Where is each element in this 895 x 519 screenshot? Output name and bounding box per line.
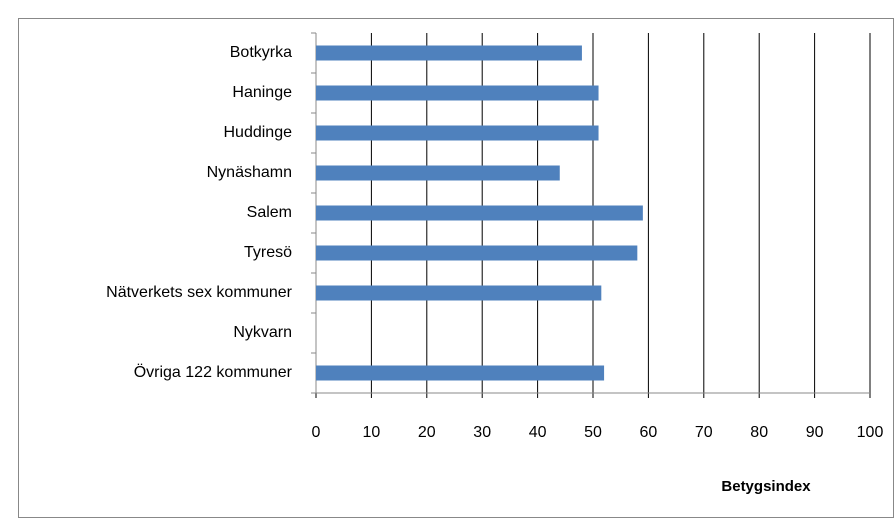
y-tick-label: Huddinge [224, 124, 293, 141]
x-axis-label: Betygsindex [721, 478, 811, 495]
y-tick-label: Haninge [232, 84, 292, 101]
x-tick-label: 0 [312, 424, 321, 441]
y-tick-label: Nätverkets sex kommuner [106, 284, 293, 301]
bar [316, 205, 643, 221]
y-tick-label: Botkyrka [230, 44, 292, 61]
chart-frame [18, 18, 894, 518]
x-tick-label: 40 [529, 424, 547, 441]
bar [316, 365, 605, 381]
x-tick-label: 100 [857, 424, 884, 441]
x-tick-label: 60 [640, 424, 658, 441]
bar [316, 85, 599, 101]
x-tick-label: 50 [584, 424, 602, 441]
y-tick-label: Salem [247, 204, 292, 221]
y-tick-label: Nykvarn [233, 324, 292, 341]
x-tick-label: 10 [363, 424, 381, 441]
bar [316, 285, 602, 301]
y-tick-label: Nynäshamn [207, 164, 292, 181]
x-tick-label: 80 [750, 424, 768, 441]
y-tick-label: Tyresö [244, 244, 292, 261]
bar [316, 125, 599, 141]
bar [316, 165, 560, 181]
x-tick-label: 30 [473, 424, 491, 441]
x-tick-label: 70 [695, 424, 713, 441]
y-tick-label: Övriga 122 kommuner [134, 363, 293, 381]
x-tick-label: 90 [806, 424, 824, 441]
bar [316, 45, 582, 61]
bar [316, 245, 638, 261]
x-tick-label: 20 [418, 424, 436, 441]
